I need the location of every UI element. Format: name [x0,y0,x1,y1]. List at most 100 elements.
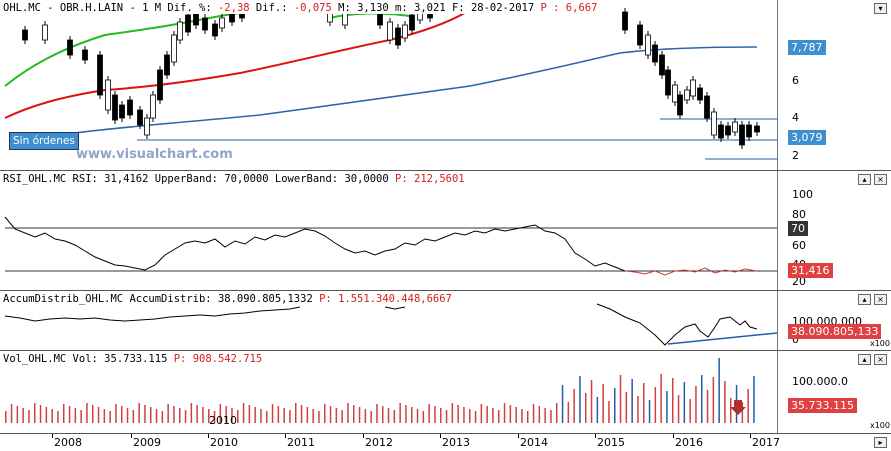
volume-bar [747,389,749,423]
volume-bar [179,408,181,423]
volume-bar [242,403,245,423]
candle-body [677,94,683,116]
candle-body [659,54,665,76]
time-axis[interactable]: 2008 2009 2010 2011 2012 2013 2014 2015 … [0,433,891,451]
rsi-line-oversold [624,267,758,276]
volume-bar [585,393,587,423]
volume-bar [63,404,65,423]
volume-tick: 100.000.0 [792,375,848,388]
rsi-last-tag: 31,416 [788,263,833,278]
candle-body [684,89,690,101]
rsi-tick: 60 [792,239,806,252]
volume-bar [16,406,19,423]
year-tick [131,434,132,438]
volume-bar [173,406,175,423]
volume-bar [619,375,622,423]
accum-last-tag: 38.090.805,133 [788,324,882,339]
candle-body [739,124,745,146]
volume-bar [730,398,732,423]
volume-bar [596,397,599,423]
year-tick [673,434,674,438]
volume-bar [602,384,604,423]
accum-panel: AccumDistrib_OHL.MC AccumDistrib: 38.090… [0,291,891,351]
volume-close-button[interactable]: × [874,354,887,365]
volume-bar [550,410,552,423]
volume-bar [440,408,442,423]
volume-bar [614,388,616,423]
volume-minimize-button[interactable]: ▴ [858,354,871,365]
volume-bar [306,407,309,423]
volume-bar [10,404,13,423]
year-label: 2014 [520,436,548,449]
volume-bar [556,403,558,423]
scroll-button[interactable]: ▸ [874,437,887,448]
rsi-close-button[interactable]: × [874,174,887,185]
volume-bar [608,401,610,423]
volume-bar [167,404,169,423]
year-tick [285,434,286,438]
volume-bar [677,395,680,423]
candle-body [409,14,415,31]
candle-body [645,34,651,56]
candle-body [665,69,671,96]
accum-close-button[interactable]: × [874,294,887,305]
year-tick [52,434,53,438]
candle-body [177,21,183,41]
year-label: 2009 [133,436,161,449]
price-scale[interactable]: 6 4 2 7,787 3,079 [777,0,891,170]
volume-bar [422,411,425,423]
year-label: 2016 [675,436,703,449]
volume-bar [86,403,88,423]
volume-scale[interactable]: 100.000.0 35.733.115 [777,351,891,433]
volume-bar [57,411,59,423]
volume-bar [672,378,674,423]
candle-body [185,14,191,33]
candle-body [622,11,628,31]
volume-bar [161,411,164,423]
candle-body [697,87,703,101]
price-panel: OHL.MC - OBR.H.LAIN - 1 M Dif. %: -2,38 … [0,0,891,171]
volume-bar [561,385,564,423]
accum-scale[interactable]: 100.000.000 0 38.090.805,133 [777,291,891,350]
volume-bar [411,407,413,423]
candle-body [711,111,717,136]
price-plot [4,6,777,160]
accum-plot [4,303,778,346]
candle-body [171,34,177,63]
volume-bar [399,403,401,423]
price-header: OHL.MC - OBR.H.LAIN - 1 M Dif. %: -2,38 … [3,2,601,14]
volume-last-tag: 35.733.115 [788,398,857,413]
candle-body [144,117,150,136]
candle-body [157,69,163,101]
volume-bar [80,410,82,423]
volume-bar [300,405,303,423]
volume-bar [434,406,436,423]
volume-bar [184,410,187,423]
year-label: 2013 [442,436,470,449]
watermark: www.visualchart.com [76,147,233,162]
candlesticks [22,6,760,149]
accum-line-recent [596,303,758,346]
volume-bar [132,410,135,423]
rsi-tick: 80 [792,208,806,221]
volume-bar [260,409,262,423]
volume-bar [335,408,338,423]
rsi-minimize-button[interactable]: ▴ [858,174,871,185]
volume-bar [416,409,419,423]
rsi-scale[interactable]: 100 80 60 40 20 70 31,416 [777,171,891,290]
volume-bar [393,410,396,423]
rsi-tick: 100 [792,188,813,201]
volume-bar [39,405,42,423]
accum-minimize-button[interactable]: ▴ [858,294,871,305]
volume-bar [486,406,488,423]
volume-bar [590,380,593,423]
no-orders-button[interactable]: Sin órdenes [9,132,79,150]
year-label: 2008 [54,436,82,449]
candle-body [97,54,103,96]
volume-bar [312,409,314,423]
volume-bar [254,407,256,423]
volume-bar [753,376,755,423]
volume-bar [150,407,152,423]
minimize-button[interactable]: ▾ [874,3,887,14]
mid-ma-line [4,9,471,119]
